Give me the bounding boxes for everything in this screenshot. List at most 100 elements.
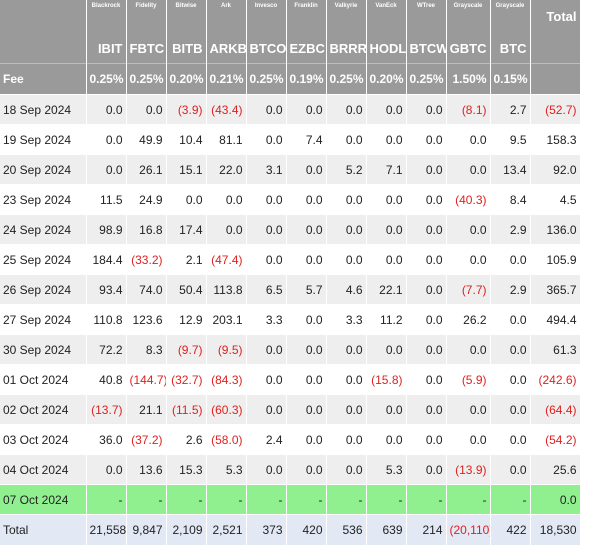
flow-cell: 0.0 (406, 425, 446, 455)
flow-cell: (47.4) (206, 245, 246, 275)
fee-cell: 0.20% (166, 64, 206, 95)
ticker-cell (0, 33, 86, 64)
flow-cell: 0.0 (286, 215, 326, 245)
flow-cell: 0.0 (246, 125, 286, 155)
date-cell: 20 Sep 2024 (0, 155, 86, 185)
date-cell: 07 Oct 2024 (0, 485, 86, 515)
fee-cell: 0.25% (246, 64, 286, 95)
flow-cell: 0.0 (326, 245, 366, 275)
flow-cell: 5.3 (206, 455, 246, 485)
issuer-cell (0, 0, 86, 33)
row-total-cell: 25.6 (530, 455, 580, 485)
flow-cell: 184.4 (86, 245, 126, 275)
flow-cell: 0.0 (446, 155, 490, 185)
flow-cell: - (406, 485, 446, 515)
flow-cell: 0.0 (366, 335, 406, 365)
flow-cell: 26.2 (446, 305, 490, 335)
flow-cell: 7.4 (286, 125, 326, 155)
row-total-cell: (64.4) (530, 395, 580, 425)
flow-cell: 0.0 (406, 275, 446, 305)
ticker-cell (530, 33, 580, 64)
flow-cell: 0.0 (490, 455, 530, 485)
issuer-cell: Ark (206, 0, 246, 33)
flow-cell: 2.1 (166, 245, 206, 275)
flow-cell: 21.1 (126, 395, 166, 425)
fee-cell: 0.20% (366, 64, 406, 95)
flow-cell: 0.0 (286, 455, 326, 485)
flow-cell: (13.9) (446, 455, 490, 485)
ticker-row: IBIT FBTC BITB ARKB BTCO EZBC BRRR HODL … (0, 33, 580, 64)
flow-cell: 0.0 (366, 245, 406, 275)
date-cell: 25 Sep 2024 (0, 245, 86, 275)
flow-cell: 0.0 (326, 365, 366, 395)
ticker-cell: HODL (366, 33, 406, 64)
flow-cell: 36.0 (86, 425, 126, 455)
flow-cell: 0.0 (326, 455, 366, 485)
flow-cell: 9.5 (490, 125, 530, 155)
flow-cell: 639 (366, 515, 406, 545)
flow-cell: 0.0 (86, 125, 126, 155)
flow-cell: 6.5 (246, 275, 286, 305)
flow-cell: 0.0 (406, 95, 446, 125)
flow-cell: 0.0 (446, 335, 490, 365)
flow-cell: 422 (490, 515, 530, 545)
flow-cell: 0.0 (490, 335, 530, 365)
issuer-cell: Franklin (286, 0, 326, 33)
flow-cell: 0.0 (246, 185, 286, 215)
flow-cell: (15.8) (366, 365, 406, 395)
flow-cell: (144.7) (126, 365, 166, 395)
flow-cell: 0.0 (166, 185, 206, 215)
flow-cell: 0.0 (446, 395, 490, 425)
flow-cell: 13.6 (126, 455, 166, 485)
issuer-cell: Valkyrie (326, 0, 366, 33)
flow-cell: 10.4 (166, 125, 206, 155)
flow-cell: 420 (286, 515, 326, 545)
flow-cell: 0.0 (286, 395, 326, 425)
date-cell: 18 Sep 2024 (0, 95, 86, 125)
issuer-cell: Bitwise (166, 0, 206, 33)
fee-label: Fee (0, 64, 86, 95)
flow-cell: (13.7) (86, 395, 126, 425)
ticker-cell: BRRR (326, 33, 366, 64)
flow-cell: 0.0 (446, 245, 490, 275)
flow-cell: 0.0 (446, 215, 490, 245)
ticker-cell: EZBC (286, 33, 326, 64)
date-cell: 23 Sep 2024 (0, 185, 86, 215)
flow-cell: 0.0 (206, 215, 246, 245)
flow-cell: - (246, 485, 286, 515)
issuer-cell: Invesco (246, 0, 286, 33)
flow-cell: 0.0 (246, 335, 286, 365)
flow-cell: 373 (246, 515, 286, 545)
fee-cell: 0.19% (286, 64, 326, 95)
fee-cell: 1.50% (446, 64, 490, 95)
flow-cell: 0.0 (126, 95, 166, 125)
flow-cell: 2.4 (246, 425, 286, 455)
flow-cell: 0.0 (246, 395, 286, 425)
table-row: 07 Oct 2024-----------0.0 (0, 485, 580, 515)
flow-cell: 17.4 (166, 215, 206, 245)
flow-cell: 5.2 (326, 155, 366, 185)
flow-cell: 110.8 (86, 305, 126, 335)
date-cell: 02 Oct 2024 (0, 395, 86, 425)
flow-cell: 0.0 (366, 215, 406, 245)
flow-cell: (5.9) (446, 365, 490, 395)
flow-cell: - (366, 485, 406, 515)
issuer-cell: Grayscale (446, 0, 490, 33)
flow-cell: 5.7 (286, 275, 326, 305)
flow-cell: 49.9 (126, 125, 166, 155)
flow-cell: 22.0 (206, 155, 246, 185)
flow-cell: 0.0 (326, 215, 366, 245)
flow-cell: 13.4 (490, 155, 530, 185)
row-total-cell: 92.0 (530, 155, 580, 185)
flow-cell: 72.2 (86, 335, 126, 365)
flow-cell: 2.6 (166, 425, 206, 455)
flow-cell: 0.0 (326, 395, 366, 425)
row-total-cell: 4.5 (530, 185, 580, 215)
flow-cell: (7.7) (446, 275, 490, 305)
flow-cell: 0.0 (286, 95, 326, 125)
